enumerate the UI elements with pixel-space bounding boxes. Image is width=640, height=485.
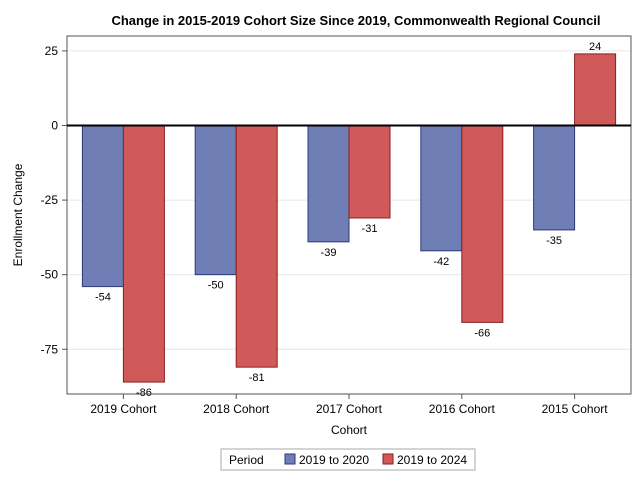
y-tick-label: 25 (45, 44, 59, 58)
data-label: -86 (136, 387, 152, 399)
bar-2017-cohort-series-0 (307, 125, 350, 243)
bar-2019-cohort-series-0 (81, 125, 124, 288)
data-label: -81 (249, 372, 265, 384)
data-label: 24 (589, 41, 601, 53)
legend-entry: 2019 to 2020 (299, 453, 369, 467)
bar-2015-cohort-series-0 (533, 125, 576, 231)
data-labels: -54 -86 -50 -81 -39 -31 -42 -66 -35 24 (95, 41, 601, 399)
data-label: -35 (546, 235, 562, 247)
x-tick-label: 2018 Cohort (203, 402, 270, 416)
y-tick-label: 0 (51, 119, 58, 133)
data-label: -54 (95, 292, 111, 304)
legend-swatch (284, 453, 296, 465)
bar-2019-cohort-series-1 (122, 125, 165, 383)
y-tick-label: -75 (41, 342, 59, 356)
bars (81, 53, 617, 383)
y-axis: 25 0 -25 -50 -75 (41, 44, 67, 356)
y-axis-label: Enrollment Change (11, 163, 25, 266)
data-label: -66 (474, 327, 490, 339)
x-axis: 2019 Cohort 2018 Cohort 2017 Cohort 2016 Co… (90, 394, 608, 416)
bar-2018-cohort-series-1 (235, 125, 278, 368)
bar-2018-cohort-series-0 (194, 125, 237, 276)
data-label: -42 (433, 256, 449, 268)
data-label: -50 (208, 280, 224, 292)
x-tick-label: 2016 Cohort (429, 402, 496, 416)
data-label: -31 (362, 223, 378, 235)
x-tick-label: 2019 Cohort (90, 402, 157, 416)
bar-2016-cohort-series-0 (420, 125, 463, 252)
x-axis-label: Cohort (331, 423, 368, 437)
legend-swatch (382, 453, 394, 465)
bar-2015-cohort-series-1 (574, 53, 617, 126)
bar-2016-cohort-series-1 (461, 125, 504, 323)
legend: Period 2019 to 2020 2019 to 2024 (220, 448, 476, 471)
plot-frame (66, 35, 632, 395)
data-label: -39 (321, 247, 337, 259)
y-tick-label: -50 (41, 268, 59, 282)
legend-title: Period (229, 453, 264, 467)
legend-entry: 2019 to 2024 (397, 453, 467, 467)
bar-2017-cohort-series-1 (348, 125, 391, 219)
chart-title: Change in 2015-2019 Cohort Size Since 20… (111, 13, 600, 28)
x-tick-label: 2015 Cohort (542, 402, 609, 416)
y-tick-label: -25 (41, 193, 59, 207)
x-tick-label: 2017 Cohort (316, 402, 383, 416)
